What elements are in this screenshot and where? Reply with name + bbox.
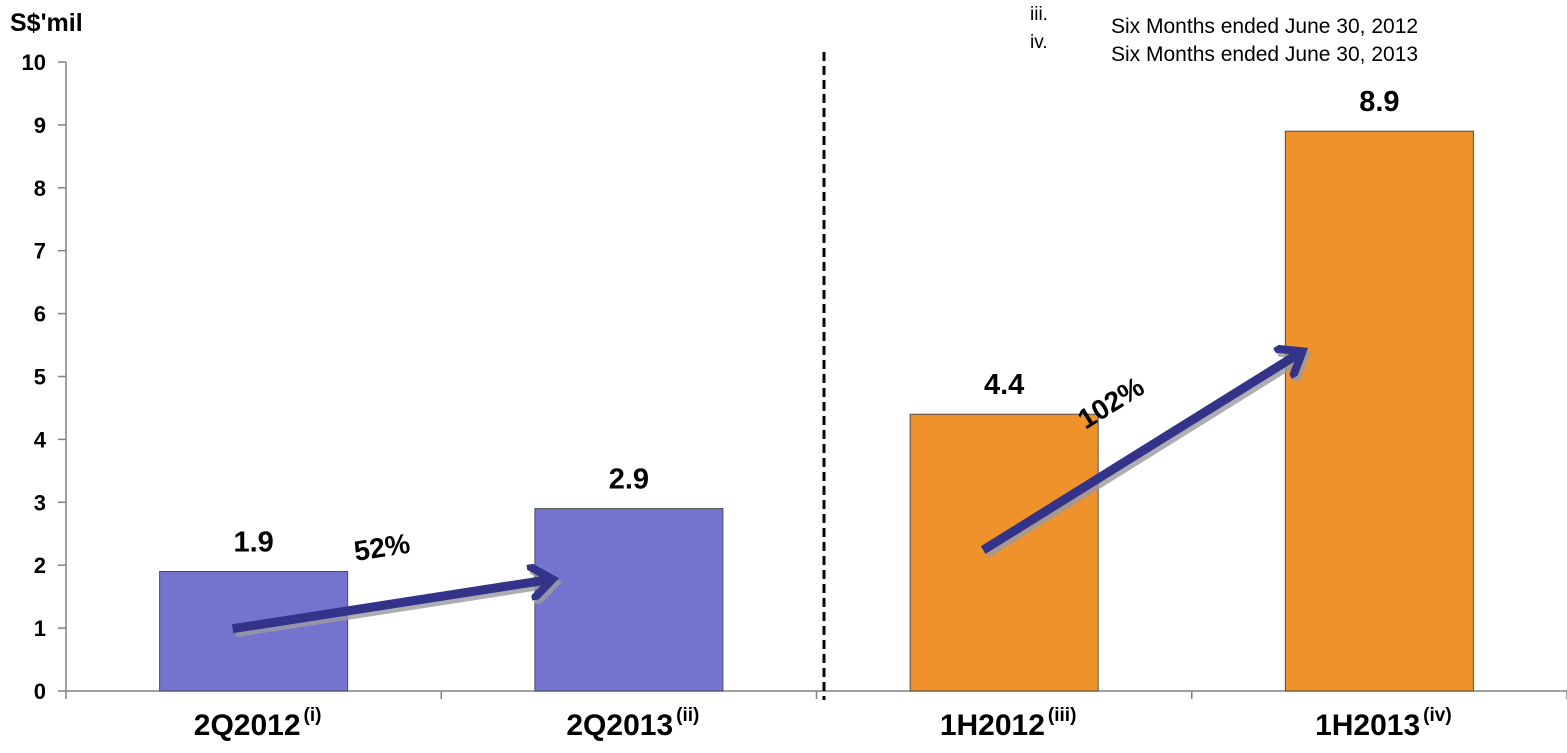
bar bbox=[909, 413, 1099, 692]
data-label: 2.9 bbox=[609, 464, 649, 496]
bars: 1.9 2.9 4.4 8.9 bbox=[159, 86, 1474, 692]
y-tick-label: 9 bbox=[34, 113, 46, 138]
x-category-label: 2Q2012 (i) bbox=[194, 705, 322, 742]
y-tick-label: 0 bbox=[34, 679, 46, 704]
y-tick-label: 6 bbox=[34, 302, 46, 327]
data-label: 1.9 bbox=[233, 526, 273, 558]
y-axis-ticks: 0 1 2 3 4 5 6 7 8 9 10 bbox=[22, 50, 66, 704]
x-category-label: 2Q2013 (ii) bbox=[566, 705, 699, 742]
y-tick-label: 7 bbox=[34, 239, 46, 264]
growth-arrow bbox=[980, 353, 1299, 554]
footnote-number: iii. bbox=[1030, 4, 1048, 25]
growth-arrow-shadow bbox=[983, 357, 1302, 558]
footnotes: iii. Six Months ended June 30, 2012 iv. Six… bbox=[1030, 4, 1418, 66]
bar bbox=[534, 508, 724, 692]
y-tick-label: 1 bbox=[34, 616, 46, 641]
y-tick-label: 10 bbox=[22, 50, 46, 75]
growth-percent-label: 102% bbox=[1072, 371, 1149, 435]
growth-percent-label: 52% bbox=[352, 528, 412, 567]
x-axis-categories: 2Q2012 (i) 2Q2013 (ii) 1H2012 (iii) 1H2013 (iv) bbox=[65, 691, 1567, 742]
data-label: 4.4 bbox=[984, 369, 1024, 401]
bar bbox=[1284, 130, 1474, 692]
y-tick-label: 4 bbox=[34, 427, 47, 452]
growth-arrow bbox=[231, 580, 549, 634]
footnote-text: Six Months ended June 30, 2012 bbox=[1111, 15, 1418, 38]
y-tick-label: 8 bbox=[34, 176, 46, 201]
x-category-label: 1H2013 (iv) bbox=[1315, 705, 1452, 742]
y-axis-title: S$'mil bbox=[10, 9, 83, 37]
data-label: 8.9 bbox=[1359, 86, 1399, 118]
y-tick-label: 5 bbox=[34, 365, 46, 390]
footnote-text: Six Months ended June 30, 2013 bbox=[1111, 43, 1418, 66]
growth-arrows: 52% 102% bbox=[231, 353, 1303, 638]
x-category-label: 1H2012 (iii) bbox=[940, 705, 1077, 742]
y-tick-label: 3 bbox=[34, 490, 46, 515]
y-tick-label: 2 bbox=[34, 553, 46, 578]
footnote-number: iv. bbox=[1030, 32, 1048, 53]
